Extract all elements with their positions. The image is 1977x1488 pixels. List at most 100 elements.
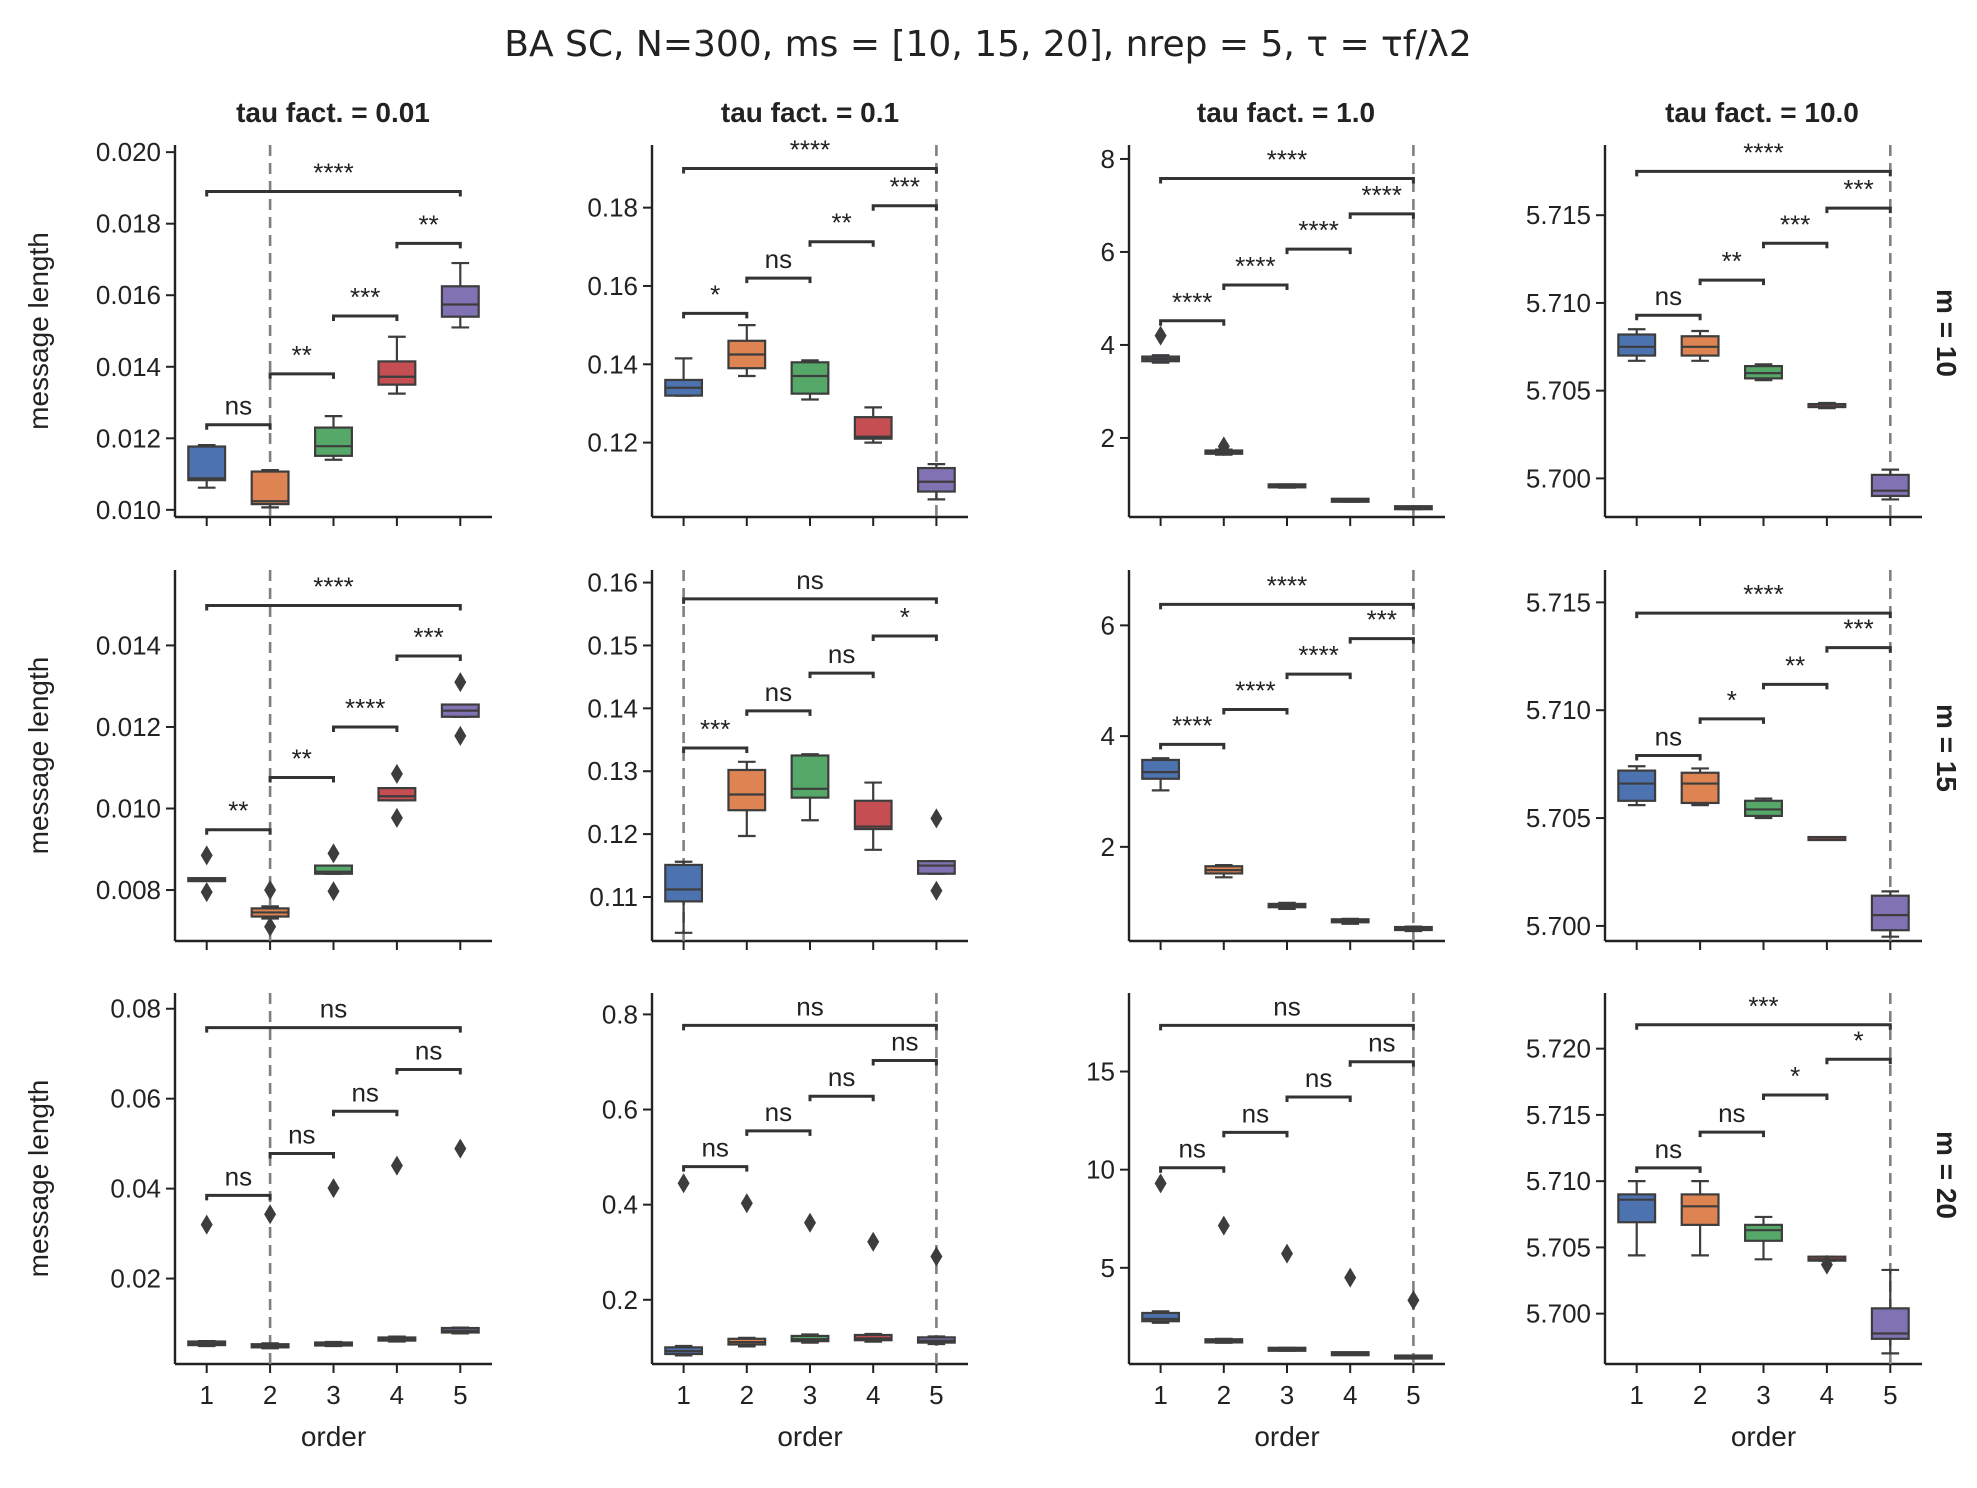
y-tick-label: 0.12 [587, 428, 638, 458]
box-iqr [1617, 333, 1657, 357]
x-tick-label: 5 [453, 1380, 467, 1410]
column-titles: tau fact. = 0.01 tau fact. = 0.1 tau fac… [236, 97, 1859, 128]
significance-bracket: *** [395, 622, 462, 662]
significance-label: * [1790, 1061, 1800, 1091]
y-tick-label: 0.8 [602, 999, 638, 1029]
box-order-5 [1870, 468, 1910, 501]
box-iqr [314, 864, 353, 875]
box-iqr [440, 285, 480, 318]
significance-label: *** [1843, 174, 1873, 204]
significance-label: **** [1172, 710, 1212, 740]
box-order-1 [1141, 1173, 1181, 1324]
box-order-1 [664, 1173, 704, 1357]
x-tick-label: 3 [803, 1380, 817, 1410]
significance-bracket: ns [808, 639, 875, 679]
x-tick-label: 4 [390, 1380, 404, 1410]
y-tick-label: 0.02 [110, 1264, 161, 1294]
x-tick-label: 2 [263, 1380, 277, 1410]
outlier-marker [390, 763, 403, 784]
x-axis-label: order [1254, 1421, 1319, 1452]
panel-r2c3: 246******************* [1101, 570, 1445, 950]
box-iqr [250, 470, 290, 506]
panel-r3c2: 0.2 0.4 0.6 0.8 1 2 3 4 5 order ns ns ns ns ns [602, 991, 968, 1452]
box-order-1 [1617, 328, 1657, 362]
significance-label: * [1854, 1025, 1864, 1055]
y-tick-label: 6 [1101, 610, 1115, 640]
bracket-line [1159, 742, 1226, 750]
outlier-marker [1217, 1215, 1230, 1236]
bracket-line [1635, 1166, 1702, 1173]
significance-bracket: **** [332, 693, 399, 732]
significance-label: ns [288, 1120, 315, 1150]
outlier-marker [454, 725, 467, 746]
y-tick-label: 0.6 [602, 1095, 638, 1125]
x-tick-label: 1 [199, 1380, 213, 1410]
x-tick-label: 4 [1343, 1380, 1357, 1410]
significance-bracket: **** [1285, 640, 1352, 680]
significance-label: ns [828, 1062, 855, 1092]
significance-label: *** [1843, 614, 1873, 644]
bracket-line [871, 204, 938, 211]
significance-bracket: ns [268, 1120, 335, 1159]
box-iqr [1617, 769, 1657, 802]
significance-label: ** [1722, 246, 1742, 276]
chart-panels: 0.010 0.012 0.014 0.016 0.018 0.020 message le… [23, 134, 1922, 1452]
bracket-line [332, 314, 399, 321]
significance-label: ns [1242, 1098, 1269, 1128]
box-order-2 [250, 469, 290, 509]
significance-label: **** [313, 158, 353, 188]
bracket-line [808, 1094, 875, 1102]
row-title-1: m = 10 [1931, 289, 1962, 377]
y-tick-label: 0.010 [96, 794, 161, 824]
bracket-line [332, 725, 399, 732]
x-tick-label: 5 [1883, 1380, 1897, 1410]
box-order-2 [1680, 1180, 1720, 1257]
significance-bracket: ** [1762, 650, 1829, 690]
x-tick-label: 2 [740, 1380, 754, 1410]
significance-label: **** [1362, 180, 1402, 210]
bracket-line [332, 1109, 399, 1117]
significance-bracket: ns [1159, 1134, 1226, 1173]
significance-bracket: ns [871, 1027, 938, 1066]
outlier-marker [740, 1193, 753, 1214]
significance-label: ns [225, 391, 252, 421]
significance-label: ns [1305, 1063, 1332, 1093]
y-tick-label: 5.700 [1526, 911, 1591, 941]
significance-bracket: **** [1348, 180, 1415, 219]
significance-label: ns [1178, 1134, 1205, 1164]
bracket-line [395, 654, 462, 662]
significance-bracket: *** [1635, 991, 1892, 1030]
x-tick-label: 3 [326, 1380, 340, 1410]
outlier-marker [677, 1173, 690, 1194]
box-iqr [916, 466, 956, 493]
bracket-line [871, 1059, 938, 1066]
significance-label: ** [292, 744, 312, 774]
outlier-marker [1820, 1254, 1833, 1275]
significance-bracket: * [682, 279, 749, 319]
significance-label: **** [1235, 676, 1275, 706]
significance-bracket: ns [1348, 1028, 1415, 1067]
y-tick-label: 0.16 [587, 568, 638, 598]
significance-label: ** [418, 209, 438, 239]
box-order-2 [727, 324, 767, 378]
y-tick-label: 0.13 [587, 756, 638, 786]
box-order-1 [664, 357, 704, 397]
significance-label: **** [1172, 287, 1212, 317]
significance-label: *** [1780, 209, 1810, 239]
bracket-line [1635, 169, 1892, 177]
box-iqr [916, 860, 956, 875]
outlier-marker [1344, 1267, 1357, 1288]
box-order-3 [790, 359, 830, 401]
x-axis-label: order [1731, 1421, 1796, 1452]
bracket-line [1159, 1023, 1415, 1031]
box-order-4 [1330, 917, 1370, 925]
x-tick-label: 1 [1153, 1380, 1167, 1410]
outlier-marker [390, 1155, 403, 1176]
outlier-marker [804, 1212, 816, 1233]
col-title-1: tau fact. = 0.01 [236, 97, 430, 128]
x-tick-label: 1 [1629, 1380, 1643, 1410]
y-tick-label: 4 [1101, 330, 1115, 360]
bracket-line [808, 240, 875, 247]
box-iqr [853, 799, 893, 831]
